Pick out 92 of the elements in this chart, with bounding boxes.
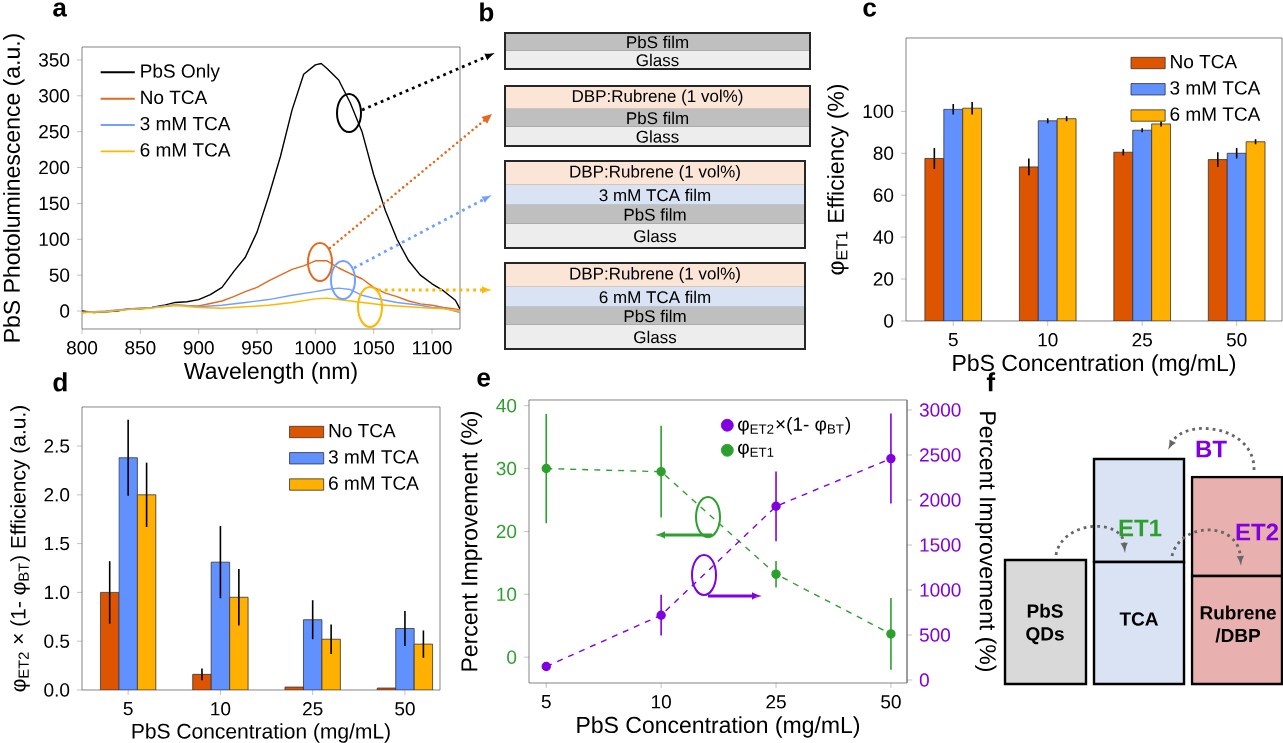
- y-axis-title: φ$_{ET2}$ × (1- φ$_{BT}$) Efficiency (a.u.): [10, 406, 30, 692]
- y2-tick-label: 1500: [920, 538, 961, 552]
- x-tick-label: 10: [211, 702, 231, 716]
- text: PbS film: [624, 208, 686, 221]
- y-tick-label: 20: [873, 272, 894, 286]
- text: Glass: [634, 229, 677, 243]
- y2-tick-label: 0: [919, 673, 929, 687]
- x-tick-label: 10: [652, 695, 671, 709]
- legend-label: No TCA: [1171, 54, 1238, 69]
- y-tick-label: 1.5: [44, 536, 70, 551]
- y-tick-label: 200: [39, 160, 70, 175]
- x-tick-label: 25: [766, 695, 786, 709]
- y-tick-label: 0.5: [44, 634, 70, 648]
- text: Glass: [636, 130, 679, 143]
- text: PbS QDs: [1026, 603, 1064, 645]
- legend-label: No TCA: [329, 423, 396, 438]
- x-tick-label: 5: [948, 333, 958, 347]
- y2-tick-label: 2500: [920, 448, 961, 462]
- y2-axis-title: Percent Improvement (%): [975, 412, 997, 672]
- y2-tick-label: 2000: [920, 493, 961, 507]
- x-tick-label: 850: [125, 341, 156, 355]
- y-tick-label: 0: [884, 314, 894, 328]
- chart-title: c: [863, 2, 877, 17]
- y-tick-label: 0.0: [44, 683, 70, 697]
- text: 3 mM TCA film: [599, 188, 711, 202]
- text: ET1: [1119, 519, 1162, 537]
- text: b: [480, 2, 494, 22]
- text: BT: [1196, 440, 1227, 458]
- y-tick-label: 150: [39, 196, 70, 211]
- x-tick-label: 25: [303, 702, 323, 716]
- x-tick-label: 1000: [295, 341, 336, 355]
- y-tick-label: 40: [873, 230, 894, 244]
- y-axis-title: Percent Improvement (%): [460, 411, 483, 671]
- legend-label: φ$_{ET1}$: [738, 443, 774, 458]
- legend-label: No TCA: [141, 90, 208, 105]
- y2-tick-label: 3000: [919, 403, 961, 417]
- y-tick-label: 10: [497, 587, 517, 602]
- x-axis-title: PbS Concentration (mg/mL): [132, 723, 390, 743]
- chart-title: e: [477, 372, 490, 387]
- x-tick-label: 5: [123, 702, 133, 716]
- text: DBP:Rubrene (1 vol%): [570, 267, 740, 283]
- y-axis-title: φ$_{ET1}$ Efficiency (%): [827, 84, 849, 275]
- y-axis-title: PbS Photoluminescence (a.u.): [3, 34, 25, 342]
- x-tick-label: 50: [395, 702, 415, 716]
- y-tick-label: 30: [496, 461, 517, 476]
- legend-label: 3 mM TCA: [140, 116, 231, 131]
- y-tick-label: 2.0: [44, 488, 70, 502]
- legend-label: φ$_{ET2}$×(1- φ$_{BT}$): [738, 416, 851, 435]
- y-tick-label: 20: [496, 524, 517, 539]
- x-axis-title: PbS Concentration (mg/mL): [577, 716, 860, 738]
- y-tick-label: 2.5: [44, 439, 70, 453]
- text: TCA: [1119, 612, 1159, 626]
- chart-title: a: [53, 2, 68, 17]
- y-tick-label: 0: [507, 650, 517, 664]
- y2-tick-label: 500: [919, 628, 951, 642]
- text: DBP:Rubrene (1 vol%): [572, 89, 743, 106]
- y2-tick-label: 1000: [920, 583, 961, 597]
- text: PbS film: [624, 309, 686, 323]
- y-tick-label: 100: [863, 104, 894, 119]
- y-tick-label: 0: [60, 304, 70, 318]
- y-tick-label: 40: [496, 398, 517, 413]
- x-tick-label: 800: [66, 341, 98, 355]
- y-tick-label: 60: [873, 188, 894, 202]
- legend-label: 3 mM TCA: [1170, 81, 1261, 95]
- legend-label: 6 mM TCA: [329, 476, 419, 490]
- y-tick-label: 300: [38, 89, 70, 103]
- x-tick-label: 950: [242, 341, 273, 355]
- x-tick-label: 10: [1038, 333, 1058, 347]
- y-tick-label: 80: [873, 146, 894, 161]
- y-tick-label: 1.0: [44, 585, 70, 600]
- x-tick-label: 1100: [413, 341, 452, 355]
- text: Rubrene /DBP: [1200, 605, 1276, 643]
- y-tick-label: 50: [49, 268, 70, 282]
- text: ET2: [1236, 523, 1279, 541]
- legend-label: 6 mM TCA: [140, 143, 231, 157]
- legend-label: 3 mM TCA: [328, 450, 419, 464]
- x-axis-title: Wavelength (nm): [183, 362, 357, 384]
- chart-title: d: [53, 372, 67, 392]
- text: PbS film: [627, 111, 689, 125]
- x-tick-label: 50: [1226, 333, 1247, 347]
- text: Glass: [634, 330, 677, 344]
- x-tick-label: 5: [541, 695, 551, 709]
- legend-label: PbS Only: [141, 63, 220, 82]
- x-tick-label: 1050: [353, 341, 395, 355]
- text: DBP:Rubrene (1 vol%): [570, 165, 740, 181]
- y-tick-label: 100: [39, 232, 70, 247]
- legend-label: 6 mM TCA: [1170, 107, 1261, 121]
- y-tick-label: 350: [38, 53, 70, 67]
- text: 6 mM TCA film: [599, 290, 711, 304]
- y-tick-label: 250: [39, 124, 70, 139]
- x-tick-label: 900: [183, 341, 214, 355]
- x-tick-label: 25: [1132, 333, 1152, 347]
